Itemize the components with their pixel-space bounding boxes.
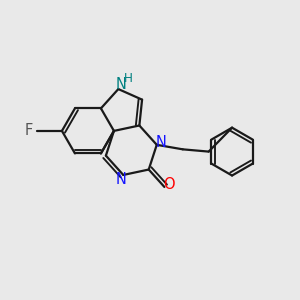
Text: F: F [25, 123, 33, 138]
Text: N: N [155, 135, 166, 150]
Text: O: O [164, 177, 175, 192]
Text: N: N [116, 172, 127, 188]
Text: H: H [124, 72, 133, 85]
Text: N: N [116, 76, 127, 92]
